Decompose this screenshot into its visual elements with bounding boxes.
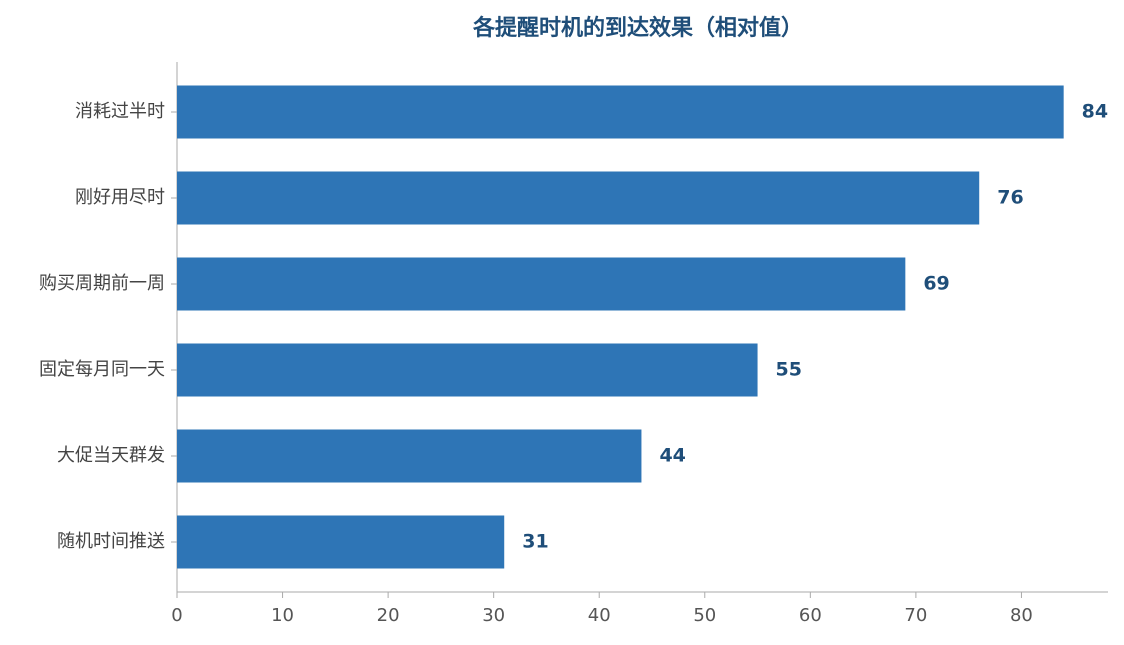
chart-title: 各提醒时机的到达效果（相对值） (472, 15, 803, 41)
x-tick-label: 80 (1010, 605, 1033, 626)
value-label: 55 (776, 359, 802, 381)
x-tick-label: 10 (271, 605, 294, 626)
bar (177, 85, 1064, 139)
value-label: 69 (923, 273, 949, 295)
y-tick-label: 大促当天群发 (57, 445, 165, 466)
value-label: 31 (522, 531, 548, 553)
x-tick-label: 40 (588, 605, 611, 626)
bar (177, 343, 758, 397)
y-tick-label: 刚好用尽时 (75, 187, 165, 208)
x-tick-label: 50 (693, 605, 716, 626)
value-label: 76 (997, 187, 1023, 209)
y-tick-label: 固定每月同一天 (39, 359, 165, 380)
bar (177, 257, 906, 311)
y-tick-label: 消耗过半时 (75, 101, 165, 122)
bar (177, 171, 980, 225)
value-label: 84 (1082, 101, 1108, 123)
bar (177, 515, 505, 569)
x-tick-label: 0 (171, 605, 182, 626)
y-tick-label: 购买周期前一周 (39, 273, 165, 294)
value-label: 44 (659, 445, 685, 467)
x-tick-label: 70 (904, 605, 927, 626)
x-tick-label: 30 (482, 605, 505, 626)
bar (177, 429, 642, 483)
y-tick-label: 随机时间推送 (57, 531, 165, 552)
x-tick-label: 20 (377, 605, 400, 626)
x-tick-label: 60 (799, 605, 822, 626)
